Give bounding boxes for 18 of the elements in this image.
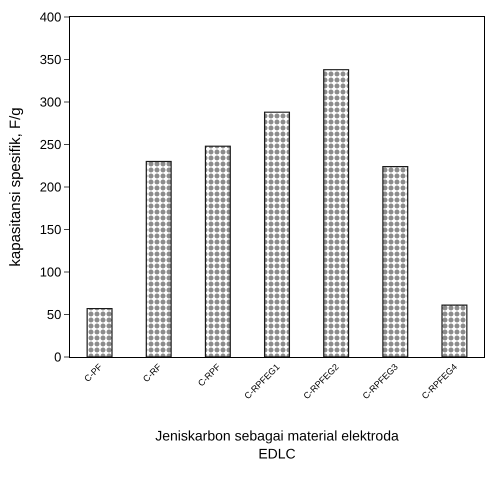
y-axis-title: kapasitansi spesifik, F/g (6, 107, 24, 267)
bar (204, 146, 231, 357)
bar (146, 160, 172, 357)
bar (382, 166, 408, 357)
y-tick-label: 300 (40, 94, 62, 110)
bar (264, 112, 290, 357)
y-tick-label: 0 (54, 350, 62, 365)
y-tick-label: 250 (40, 137, 62, 152)
bar (86, 308, 113, 357)
y-tick-label: 350 (40, 52, 62, 68)
y-tick-label: 400 (40, 10, 62, 25)
bar (441, 304, 468, 357)
y-tick-label: 150 (40, 222, 62, 238)
y-tick-label: 50 (46, 307, 62, 322)
y-tick-label: 200 (40, 180, 62, 195)
bar (323, 69, 350, 357)
y-tick-label: 100 (40, 264, 62, 280)
x-axis-title: Jeniskarbon sebagai material elektroda EDLC (155, 427, 399, 462)
